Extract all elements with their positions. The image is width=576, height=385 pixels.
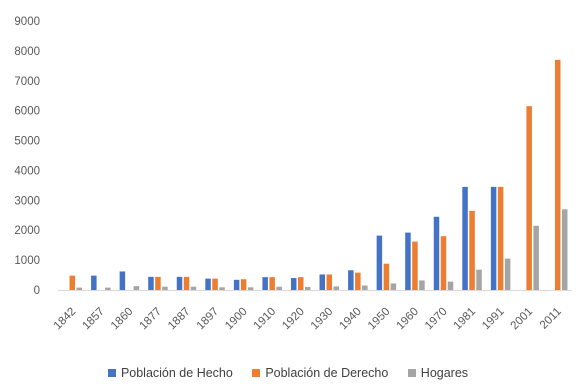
legend-swatch-poblacion-de-derecho — [252, 369, 261, 377]
y-tick-label: 0 — [34, 285, 40, 297]
x-tick-label: 1900 — [223, 306, 250, 333]
bar-series-1-1900 — [233, 279, 240, 290]
bar-series-3-1842 — [76, 287, 83, 290]
legend-item-poblacion-de-derecho: Población de Derecho — [252, 366, 388, 380]
bar-series-2-1877 — [155, 276, 161, 290]
x-tick-label: 1897 — [195, 306, 222, 333]
legend-item-poblacion-de-hecho: Población de Hecho — [107, 366, 233, 380]
bar-series-2-1940 — [355, 272, 361, 290]
legend-item-hogares: Hogares — [407, 366, 469, 380]
bar-series-2-1910 — [269, 277, 275, 290]
bar-series-2-1970 — [440, 236, 447, 290]
y-tick-label: 9000 — [14, 16, 40, 28]
bar-series-1-1940 — [348, 270, 354, 290]
bar-series-2-2001 — [526, 106, 532, 290]
bar-series-1-1950 — [376, 235, 383, 290]
bar-series-1-1857 — [91, 275, 97, 290]
bar-series-2-1920 — [297, 277, 304, 290]
bar-series-1-1887 — [176, 276, 183, 290]
bar-series-1-1970 — [433, 216, 440, 290]
x-tick-label: 1877 — [137, 306, 164, 333]
bar-series-3-1981 — [476, 269, 482, 290]
x-tick-label: 2001 — [509, 306, 536, 333]
bar-series-2-2011 — [554, 59, 561, 290]
y-tick-label: 8000 — [14, 46, 40, 58]
bar-series-3-1950 — [390, 283, 397, 290]
y-tick-label: 3000 — [14, 195, 40, 207]
bar-series-1-1960 — [405, 232, 411, 290]
bar-series-3-1877 — [162, 286, 168, 290]
bar-series-3-2001 — [533, 225, 539, 290]
x-tick-label: 1940 — [337, 306, 364, 333]
legend-swatch-poblacion-de-hecho — [107, 369, 116, 377]
bar-series-3-1930 — [333, 286, 340, 290]
bar-series-3-1920 — [304, 287, 311, 290]
y-tick-label: 7000 — [14, 76, 40, 88]
bar-series-1-1981 — [462, 186, 468, 290]
bar-series-3-1910 — [276, 286, 282, 290]
x-tick-label: 1930 — [309, 306, 336, 333]
bar-series-3-1887 — [190, 286, 197, 290]
bar-series-3-1960 — [419, 280, 425, 290]
y-tick-label: 5000 — [14, 136, 40, 148]
bar-series-3-1970 — [447, 281, 454, 290]
x-tick-label: 1950 — [366, 306, 393, 333]
x-tick-label: 1920 — [280, 306, 307, 333]
legend-label-poblacion-de-hecho: Población de Hecho — [120, 366, 233, 380]
y-axis: 0 1000 2000 3000 4000 5000 6000 7000 8000 9000 — [14, 16, 40, 297]
bar-series-2-1930 — [326, 274, 333, 290]
x-tick-label: 1981 — [452, 306, 479, 333]
bar-series-1-1860 — [119, 271, 126, 290]
x-tick-label: 1960 — [394, 306, 421, 333]
bar-series-3-1900 — [247, 287, 254, 290]
bar-series-2-1897 — [212, 278, 218, 290]
bar-series-3-1897 — [219, 287, 225, 290]
bar-series-2-1887 — [183, 276, 190, 290]
bar-series-1-1877 — [148, 276, 154, 290]
bar-series-2-1960 — [412, 241, 418, 290]
y-tick-label: 2000 — [14, 225, 40, 237]
bar-series-2-1981 — [469, 210, 475, 290]
x-tick-label: 1970 — [423, 306, 450, 333]
bar-series-3-2011 — [561, 209, 568, 290]
x-tick-label: 1842 — [52, 306, 79, 333]
x-tick-label: 1860 — [109, 306, 136, 333]
bar-series-3-1857 — [105, 287, 111, 290]
bar-series-3-1940 — [362, 285, 368, 290]
legend: Población de Hecho Población de Derecho … — [0, 366, 576, 380]
x-tick-label: 1887 — [166, 306, 193, 333]
bar-series-3-1991 — [504, 258, 511, 290]
y-tick-label: 1000 — [14, 255, 40, 267]
legend-label-hogares: Hogares — [420, 366, 469, 380]
legend-swatch-hogares — [407, 369, 416, 377]
y-tick-label: 6000 — [14, 106, 40, 118]
bar-series-2-1842 — [69, 275, 76, 290]
bar-series-3-1860 — [133, 286, 140, 290]
x-tick-label: 1857 — [80, 306, 107, 333]
bars-group — [69, 59, 568, 290]
x-tick-label: 1910 — [252, 306, 279, 333]
bar-series-2-1900 — [240, 279, 247, 290]
bar-series-1-1930 — [319, 274, 326, 290]
y-tick-label: 4000 — [14, 165, 40, 177]
bar-series-1-1920 — [290, 278, 297, 290]
x-tick-label: 2011 — [538, 306, 564, 332]
x-axis: 1842 1857 1860 1877 1887 1897 1900 1910 1920 1930… — [52, 290, 572, 333]
bar-series-1-1910 — [262, 277, 268, 290]
legend-label-poblacion-de-derecho: Población de Derecho — [265, 366, 389, 380]
bar-series-2-1991 — [497, 186, 504, 290]
bar-series-1-1897 — [205, 278, 211, 290]
x-tick-label: 1991 — [480, 306, 507, 333]
bar-series-2-1950 — [383, 263, 390, 290]
bar-series-1-1991 — [490, 186, 497, 290]
